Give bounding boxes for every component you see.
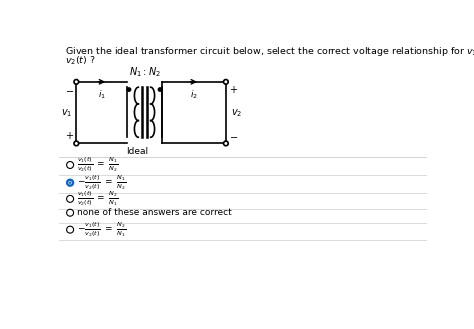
Text: $-$$\frac{v_1(t)}{v_2(t)}$ $=$ $\frac{N_1}{N_2}$: $-$$\frac{v_1(t)}{v_2(t)}$ $=$ $\frac{N_…: [77, 173, 126, 192]
Circle shape: [68, 181, 72, 185]
Circle shape: [224, 141, 228, 146]
Text: $-$: $-$: [229, 131, 238, 141]
Text: $-$$\frac{v_1(t)}{v_2(t)}$ $=$ $\frac{N_2}{N_1}$: $-$$\frac{v_1(t)}{v_2(t)}$ $=$ $\frac{N_…: [77, 220, 126, 239]
Text: none of these answers are correct: none of these answers are correct: [77, 208, 231, 217]
Circle shape: [224, 80, 228, 84]
Text: $v_2(t)$ ?: $v_2(t)$ ?: [65, 54, 96, 66]
Text: Given the ideal transformer circuit below, select the correct voltage relationsh: Given the ideal transformer circuit belo…: [65, 45, 474, 58]
Text: $N_1 : N_2$: $N_1 : N_2$: [128, 65, 160, 79]
Circle shape: [67, 179, 73, 186]
Text: $-$: $-$: [65, 85, 74, 94]
Circle shape: [158, 88, 162, 91]
Text: $v_2$: $v_2$: [231, 107, 242, 118]
Text: $\frac{v_1(t)}{v_2(t)}$ $=$ $\frac{N_1}{N_2}$: $\frac{v_1(t)}{v_2(t)}$ $=$ $\frac{N_1}{…: [77, 156, 118, 174]
Circle shape: [74, 141, 79, 146]
Text: $i_2$: $i_2$: [190, 89, 198, 101]
Text: $i_1$: $i_1$: [98, 89, 106, 101]
Text: $+$: $+$: [65, 130, 74, 141]
Circle shape: [74, 80, 79, 84]
Text: $+$: $+$: [229, 84, 238, 95]
Text: Ideal: Ideal: [126, 147, 148, 156]
Text: $\frac{v_1(t)}{v_2(t)}$ $=$ $\frac{N_2}{N_1}$: $\frac{v_1(t)}{v_2(t)}$ $=$ $\frac{N_2}{…: [77, 190, 118, 208]
Circle shape: [128, 88, 131, 91]
Text: $v_1$: $v_1$: [61, 107, 73, 118]
Circle shape: [69, 182, 71, 184]
